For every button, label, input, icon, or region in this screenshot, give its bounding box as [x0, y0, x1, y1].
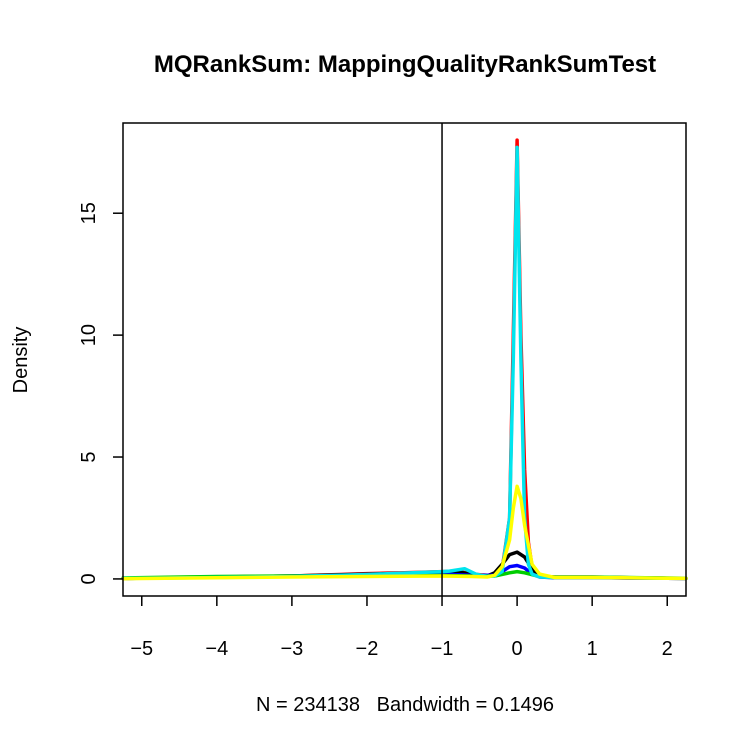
axis-layer: −5 −4 −3 −2 −1 0 1 2 0 5 10 15 [78, 202, 673, 660]
y-tick-label: 5 [78, 451, 100, 462]
series-layer [121, 138, 688, 581]
x-tick-label: −4 [205, 638, 228, 660]
x-tick-label: −3 [280, 638, 303, 660]
x-tick-label: −1 [431, 638, 454, 660]
x-tick-label: 0 [512, 638, 523, 660]
y-tick-label: 15 [78, 202, 100, 224]
x-tick-label: −5 [130, 638, 153, 660]
y-axis-label: Density [10, 327, 32, 394]
x-axis-label: N = 234138 Bandwidth = 0.1496 [256, 694, 554, 716]
x-tick-label: 2 [662, 638, 673, 660]
density-line-5 [121, 484, 688, 581]
density-line-4 [121, 145, 688, 581]
y-tick-label: 0 [78, 573, 100, 584]
density-line-0 [121, 138, 688, 581]
chart-title: MQRankSum: MappingQualityRankSumTest [154, 51, 656, 78]
y-tick-label: 10 [78, 324, 100, 346]
x-tick-label: −2 [356, 638, 379, 660]
x-tick-label: 1 [587, 638, 598, 660]
plot-frame [122, 122, 687, 597]
